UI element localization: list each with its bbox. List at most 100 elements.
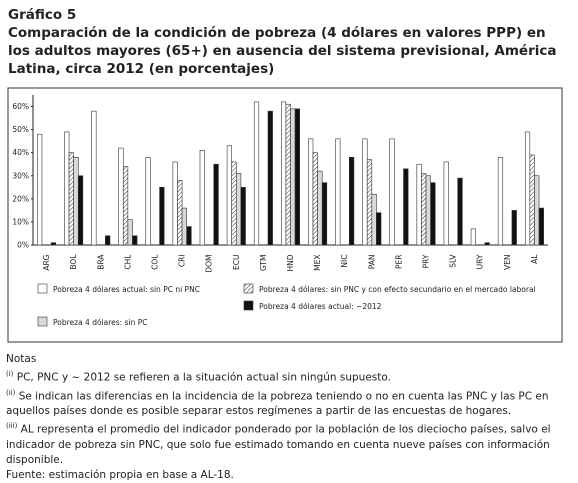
bar: [470, 228, 476, 246]
bar: [127, 219, 133, 246]
bar: [457, 177, 463, 246]
bar: [181, 207, 187, 246]
x-tick-label: AL: [530, 254, 539, 264]
bar: [421, 173, 427, 246]
bar: [425, 175, 431, 246]
legend-swatch: [243, 300, 254, 311]
bar: [159, 187, 165, 246]
legend-label: Pobreza 4 dólares: sin PC: [53, 318, 147, 327]
bar: [524, 131, 531, 246]
x-tick-label: ECU: [232, 255, 241, 270]
bar: [118, 147, 124, 246]
bar: [290, 108, 296, 246]
bar: [371, 193, 377, 246]
bar: [177, 180, 183, 246]
x-tick-label: DOM: [205, 255, 214, 273]
bar: [231, 161, 237, 246]
bar: [534, 175, 540, 246]
bar: [285, 103, 291, 246]
bar: [253, 101, 260, 246]
legend-swatch: [243, 283, 254, 294]
bar: [538, 207, 544, 246]
bar: [362, 138, 368, 246]
bar: [349, 157, 355, 246]
title-block: Gráfico 5 Comparación de la condición de…: [8, 6, 568, 78]
bar: [308, 138, 314, 246]
bar: [68, 152, 74, 246]
bar: [73, 157, 79, 246]
bar: [105, 235, 111, 246]
bar: [430, 182, 436, 246]
bar: [443, 161, 449, 246]
y-tick-label: 40%: [12, 148, 29, 157]
x-tick-label: VEN: [503, 255, 512, 270]
x-tick-label: BOL: [69, 254, 78, 270]
notes: Notas (i) PC, PNC y ~ 2012 se refieren a…: [6, 352, 572, 483]
notes-title: Notas: [6, 353, 37, 365]
note-marker: (i): [6, 370, 14, 378]
note: (ii) Se indican las diferencias en la in…: [6, 386, 572, 420]
bar: [312, 152, 318, 246]
x-tick-label: COL: [150, 254, 159, 270]
bar: [132, 235, 138, 246]
bar: [280, 101, 287, 246]
x-tick-label: BRA: [96, 254, 105, 270]
bar: [50, 242, 57, 246]
source: Fuente: estimación propia en base a AL-1…: [6, 468, 234, 481]
y-tick-label: 20%: [12, 194, 29, 203]
legend-swatch: [37, 283, 48, 294]
note: (iii) AL representa el promedio del indi…: [6, 419, 572, 468]
bar: [122, 166, 129, 246]
bar: [484, 242, 490, 246]
note-text: AL representa el promedio del indicador …: [6, 423, 551, 466]
y-tick-label: 10%: [12, 217, 29, 226]
bar: [529, 154, 535, 246]
x-tick-label: ARG: [42, 254, 51, 270]
bar: [77, 175, 84, 246]
note-list: (i) PC, PNC y ~ 2012 se refieren a la si…: [6, 367, 572, 468]
bar: [321, 182, 328, 246]
bar: [199, 150, 205, 246]
chart-label: Gráfico 5: [8, 7, 77, 23]
note-marker: (iii): [6, 422, 18, 430]
chart-frame: [7, 87, 563, 343]
x-tick-label: CRI: [178, 255, 187, 268]
bar: [226, 145, 232, 246]
bar: [186, 226, 192, 246]
bar: [403, 168, 409, 246]
x-tick-label: SLV: [449, 254, 458, 268]
x-tick-label: PAN: [367, 255, 376, 270]
bar: [172, 161, 178, 246]
note-text: Se indican las diferencias en la inciden…: [6, 390, 549, 417]
note-text: PC, PNC y ~ 2012 se refieren a la situac…: [16, 371, 391, 384]
bar: [91, 110, 97, 246]
bar: [145, 157, 151, 246]
y-tick-label: 50%: [12, 125, 29, 134]
bar: [294, 108, 301, 246]
bar: [511, 210, 517, 246]
bar: [389, 138, 395, 246]
bar: [64, 131, 70, 246]
y-tick-label: 0%: [17, 241, 29, 250]
bar: [416, 163, 422, 246]
note: (i) PC, PNC y ~ 2012 se refieren a la si…: [6, 367, 572, 386]
bar: [497, 157, 504, 246]
y-tick-label: 60%: [12, 102, 29, 111]
bar: [317, 170, 323, 246]
bar: [37, 133, 43, 246]
x-tick-label: GTM: [259, 255, 268, 272]
bar: [267, 110, 273, 246]
x-tick-label: MEX: [313, 255, 322, 271]
legend-label: Pobreza 4 dólares: sin PNC y con efecto …: [259, 285, 536, 294]
legend-swatch: [37, 316, 48, 327]
x-tick-label: PRY: [422, 254, 431, 268]
chart: 0% 10% 20% 30% 40% 50% 60% ARG BOL BRA CHL COL CRI DO…: [7, 87, 563, 343]
note-marker: (ii): [6, 388, 16, 397]
bar: [213, 163, 219, 246]
legend-label: Pobreza 4 dólares actual: ~2012: [259, 302, 382, 311]
chart-title: Comparación de la condición de pobreza (…: [8, 25, 557, 77]
bar: [235, 173, 242, 246]
bar: [335, 138, 341, 246]
x-tick-label: PER: [394, 255, 403, 269]
